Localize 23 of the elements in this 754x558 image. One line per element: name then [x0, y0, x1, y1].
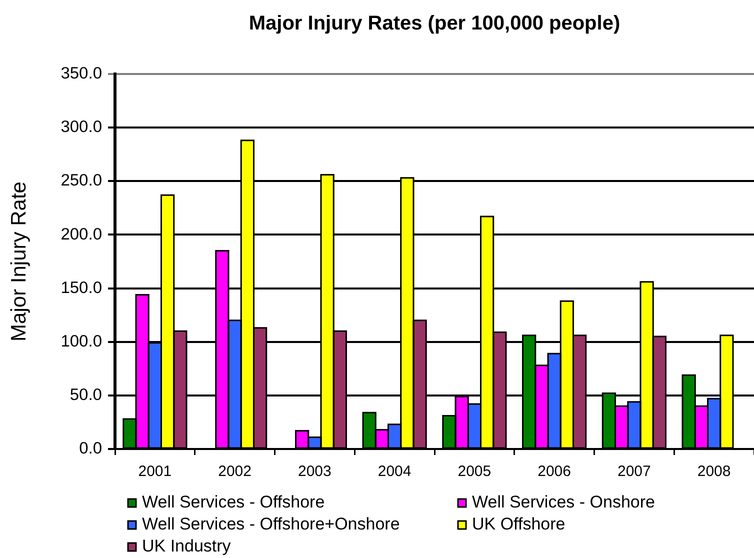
x-tick-label: 2005: [458, 463, 492, 480]
y-tick-label: 250.0: [60, 172, 102, 190]
legend-label: Well Services - Onshore: [472, 492, 655, 512]
y-tick-label: 200.0: [60, 225, 102, 244]
x-tick-label: 2008: [697, 463, 731, 480]
legend-label: Well Services - Offshore+Onshore: [142, 514, 400, 534]
x-tick-label: 2002: [218, 463, 252, 480]
x-tick-label: 2006: [538, 463, 571, 480]
x-tick-label: 2007: [618, 463, 651, 480]
chart-title: Major Injury Rates (per 100,000 people): [248, 12, 620, 35]
y-tick-label: 150.0: [60, 278, 102, 297]
x-tick-label: 2001: [138, 463, 172, 480]
legend-label: Well Services - Offshore: [142, 492, 325, 512]
x-tick-label: 2003: [298, 463, 332, 480]
legend-label: UK Offshore: [472, 514, 566, 534]
y-tick-label: 350.0: [60, 64, 102, 83]
y-tick-label: 100.0: [60, 332, 102, 350]
y-tick-label: 0.0: [79, 440, 102, 458]
y-tick-label: 50.0: [70, 386, 102, 404]
legend-label: UK Industry: [142, 536, 232, 556]
x-tick-label: 2004: [378, 463, 412, 480]
y-axis-title: Major Injury Rate: [7, 182, 30, 342]
y-tick-label: 300.0: [60, 118, 102, 136]
